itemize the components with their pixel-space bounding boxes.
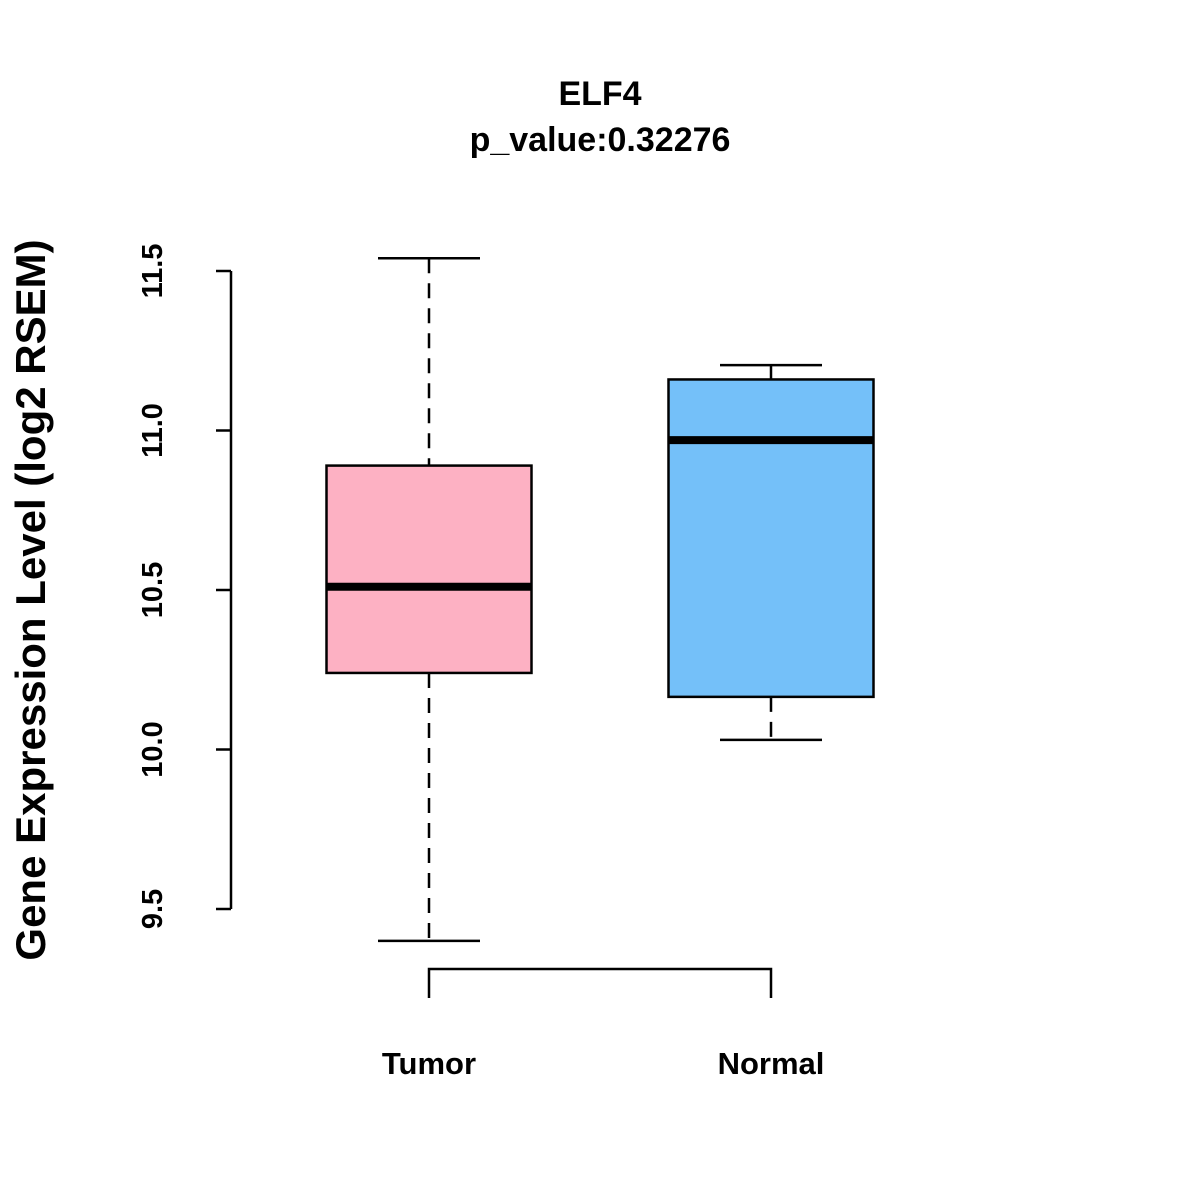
box-iqr — [667, 378, 875, 699]
y-tick-label: 10.0 — [137, 721, 169, 777]
x-axis-line — [427, 967, 773, 998]
box-iqr — [325, 464, 533, 675]
box-tumor — [325, 256, 533, 943]
x-axis: Tumor Normal — [382, 967, 825, 1081]
y-tick-label: 10.5 — [137, 562, 169, 618]
y-tick-label: 9.5 — [137, 889, 169, 929]
y-axis: 9.5 10.0 10.5 11.0 11.5 — [137, 244, 233, 929]
boxes — [325, 256, 875, 943]
x-tick-label: Tumor — [382, 1046, 476, 1081]
y-axis-label: Gene Expression Level (log2 RSEM) — [7, 239, 54, 960]
chart-title: ELF4 — [558, 75, 641, 113]
y-tick-label: 11.0 — [137, 403, 169, 458]
chart-subtitle: p_value:0.32276 — [470, 121, 731, 159]
y-tick-label: 11.5 — [137, 244, 169, 299]
x-tick-label: Normal — [718, 1046, 825, 1081]
box-normal — [667, 363, 875, 742]
